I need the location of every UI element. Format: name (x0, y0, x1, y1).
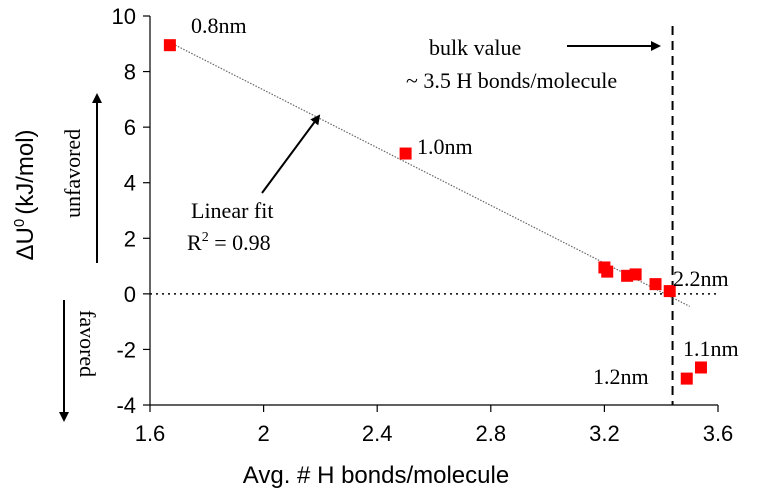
y-tick-group: -4 -2 0 2 4 6 8 10 (112, 4, 150, 418)
y-tick-label: 4 (124, 171, 136, 196)
data-point (629, 268, 642, 281)
y-axis-title-unit: (kJ/mol) (12, 129, 39, 214)
x-tick-label: 1.6 (135, 421, 166, 446)
label-1.2nm: 1.2nm (593, 364, 649, 389)
data-point (399, 147, 412, 160)
r-squared-value: = 0.98 (209, 230, 271, 255)
y-axis-title-sup: 0 (11, 219, 28, 227)
x-tick-label: 3.6 (703, 421, 734, 446)
linear-fit-label: Linear fit (191, 198, 273, 223)
data-point (663, 285, 676, 298)
r-squared-r: R (187, 230, 202, 255)
x-tick-group: 1.6 2 2.4 2.8 3.2 3.6 (135, 405, 734, 446)
data-point (694, 361, 707, 374)
y-tick-label: 0 (124, 282, 136, 307)
bulk-value-label: bulk value (429, 35, 521, 60)
bulk-value-sublabel: ~ 3.5 H bonds/molecule (406, 68, 617, 93)
y-tick-label: -4 (116, 393, 136, 418)
x-tick-label: 2 (257, 421, 269, 446)
label-1.1nm: 1.1nm (683, 336, 739, 361)
data-point (649, 278, 662, 291)
label-2.2nm: 2.2nm (673, 266, 729, 291)
y-axis-title: ΔU0 (kJ/mol) (11, 129, 39, 260)
x-tick-label: 2.8 (476, 421, 507, 446)
r-squared-sup: 2 (202, 230, 209, 245)
linear-fit-arrow (261, 114, 321, 194)
data-points (163, 39, 707, 385)
data-point (163, 39, 176, 52)
unfavored-label: unfavored (60, 129, 85, 218)
label-0.8nm: 0.8nm (191, 13, 247, 38)
x-tick-label: 3.2 (589, 421, 620, 446)
data-point (601, 265, 614, 278)
y-tick-label: 10 (112, 4, 136, 29)
label-1.0nm: 1.0nm (417, 134, 473, 159)
linear-fit-line (169, 41, 690, 307)
x-axis-title: Avg. # H bonds/molecule (243, 462, 509, 489)
y-tick-label: 8 (124, 60, 136, 85)
x-tick-label: 2.4 (362, 421, 393, 446)
r-squared-label: R2 = 0.98 (187, 230, 271, 255)
y-tick-label: 6 (124, 115, 136, 140)
favored-label: favored (75, 310, 100, 377)
y-tick-label: -2 (116, 337, 136, 362)
y-axis-title-main: ΔU (12, 227, 39, 260)
y-tick-label: 2 (124, 226, 136, 251)
data-point (680, 372, 693, 385)
